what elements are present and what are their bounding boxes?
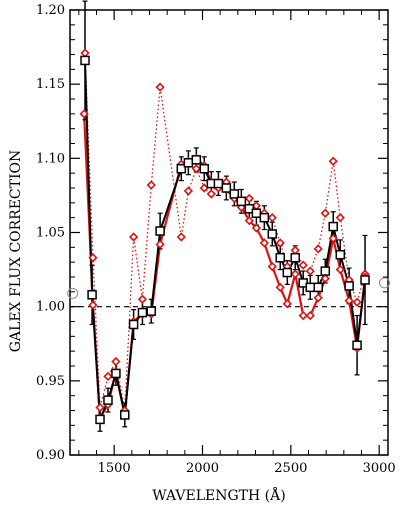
black-square-marker — [128, 319, 139, 330]
black-square-marker — [199, 163, 210, 174]
black-square-marker — [229, 189, 240, 199]
red-dotted-diamond-marker — [298, 260, 308, 270]
black-square-marker — [87, 290, 97, 300]
red-dotted-diamond-marker — [313, 244, 323, 254]
red-diamond-marker — [328, 233, 338, 244]
black-square-marker — [221, 183, 232, 193]
red-diamond-marker — [313, 293, 323, 303]
series-red-dotted-line — [84, 52, 366, 411]
black-square-marker — [95, 414, 105, 425]
black-square-marker — [344, 281, 354, 291]
black-square-marker — [137, 307, 148, 318]
red-dotted-diamond-marker — [155, 82, 165, 92]
red-dotted-diamond-marker — [305, 266, 315, 276]
red-diamond-marker — [155, 239, 165, 249]
black-square-marker — [120, 410, 130, 420]
x-axis-title: WAVELENGTH (Å) — [152, 486, 285, 504]
red-diamond-marker — [290, 269, 300, 279]
red-dotted-diamond-marker — [137, 294, 148, 304]
black-square-marker — [360, 275, 370, 285]
black-square-marker — [320, 266, 331, 276]
black-square-marker — [352, 340, 362, 350]
x-tick-label: 1500 — [98, 461, 131, 476]
black-square-marker — [251, 208, 262, 218]
y-tick-label: 0.90 — [36, 448, 65, 463]
red-diamond-marker — [79, 109, 89, 119]
black-square-marker — [305, 282, 316, 293]
red-dotted-diamond-marker — [267, 213, 277, 223]
red-dotted-diamond-marker — [335, 213, 345, 223]
red-dotted-diamond-marker — [352, 297, 362, 307]
red-dotted-diamond-marker — [176, 232, 186, 242]
red-diamond-marker — [335, 264, 345, 275]
red-dotted-diamond-marker — [320, 208, 330, 218]
black-square-marker — [155, 226, 165, 236]
black-square-marker — [103, 395, 113, 405]
y-tick-label: 1.15 — [36, 77, 65, 92]
black-square-marker — [236, 196, 247, 207]
y-tick-label: 1.20 — [36, 3, 65, 18]
black-square-marker — [282, 267, 293, 278]
black-square-marker — [275, 252, 285, 263]
black-square-marker — [267, 229, 278, 239]
red-dotted-diamond-marker — [191, 164, 201, 174]
black-square-marker — [111, 368, 121, 379]
red-dotted-diamond-marker — [103, 371, 113, 382]
y-tick-label: 1.05 — [36, 226, 65, 241]
red-dotted-diamond-marker — [111, 356, 121, 367]
black-square-marker — [313, 282, 323, 293]
red-diamond-marker — [88, 300, 98, 310]
y-tick-label: 1.00 — [36, 300, 65, 315]
red-dotted-diamond-marker — [183, 186, 193, 196]
red-dotted-diamond-marker — [80, 48, 90, 58]
red-dotted-diamond-marker — [95, 402, 105, 413]
x-tick-label: 2000 — [186, 461, 219, 476]
series-black-line — [84, 60, 366, 420]
black-square-marker — [335, 250, 346, 260]
x-tick-label: 2500 — [274, 461, 307, 476]
red-dotted-diamond-marker — [275, 238, 285, 248]
black-square-marker — [183, 158, 194, 168]
y-tick-label: 0.95 — [36, 374, 65, 389]
red-dotted-diamond-marker — [244, 193, 254, 204]
y-axis-title: GALEX FLUX CORRECTION — [8, 150, 24, 353]
black-square-marker — [290, 252, 300, 263]
black-square-marker — [176, 163, 187, 174]
red-diamond-marker — [244, 216, 254, 226]
red-diamond-marker — [320, 273, 330, 284]
red-diamond-marker — [298, 310, 308, 321]
red-dotted-diamond-marker — [328, 156, 338, 166]
side-marker — [67, 287, 79, 299]
black-square-marker — [259, 212, 270, 223]
plot-area: 1500 2000 2500 3000 0.90 0.95 1.00 1.05 1.10 1.15… — [36, 0, 396, 476]
black-square-marker — [213, 178, 224, 189]
black-square-marker — [146, 306, 157, 316]
side-marker — [378, 277, 390, 289]
red-diamond-marker — [305, 310, 315, 321]
red-diamond-marker — [267, 261, 277, 272]
red-diamond-marker — [344, 296, 354, 306]
red-diamond-marker — [275, 282, 285, 293]
black-square-marker — [328, 221, 338, 232]
series-red-line — [83, 113, 367, 422]
red-dotted-diamond-marker — [128, 232, 139, 242]
red-diamond-marker — [282, 299, 292, 309]
plot-frame — [69, 9, 389, 456]
black-square-marker — [80, 55, 90, 66]
y-tick-label: 1.10 — [36, 151, 65, 166]
black-square-marker — [191, 155, 202, 165]
red-dotted-diamond-marker — [206, 189, 216, 199]
red-dotted-diamond-marker — [146, 180, 156, 190]
x-tick-label: 3000 — [363, 461, 396, 476]
red-dotted-diamond-marker — [88, 253, 98, 263]
red-diamond-marker — [251, 223, 262, 233]
red-diamond-marker — [259, 238, 269, 248]
red-dotted-diamond-marker — [290, 245, 300, 255]
